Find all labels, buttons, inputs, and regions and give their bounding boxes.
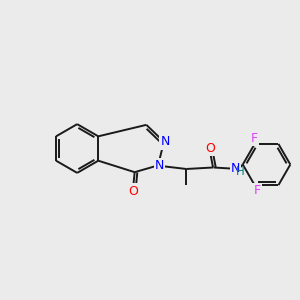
- Text: O: O: [205, 142, 215, 155]
- Text: N: N: [161, 135, 170, 148]
- Text: F: F: [254, 184, 261, 197]
- Text: F: F: [251, 132, 258, 145]
- Text: H: H: [236, 166, 245, 178]
- Text: O: O: [128, 185, 138, 198]
- Text: N: N: [231, 162, 240, 175]
- Text: N: N: [155, 159, 164, 172]
